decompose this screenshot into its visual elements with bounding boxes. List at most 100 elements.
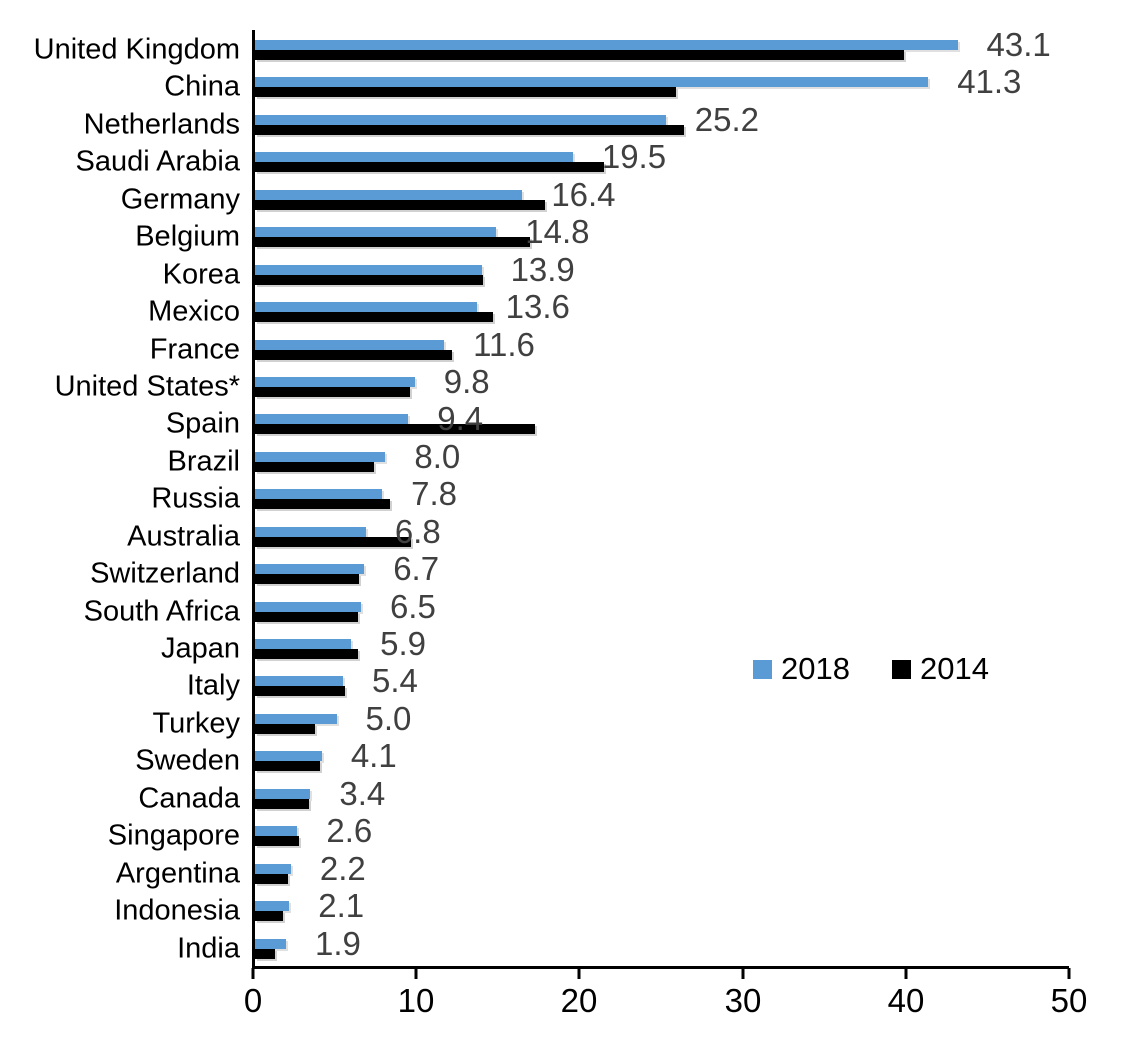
bar-2014 (255, 162, 604, 173)
category-label: Netherlands (83, 108, 240, 141)
category-label: South Africa (83, 595, 240, 628)
x-axis-tick (904, 968, 908, 979)
chart-row: Italy 5.4 (0, 662, 1123, 706)
bar-2014 (255, 499, 391, 510)
data-label: 9.8 (443, 362, 490, 400)
bar-2014 (255, 199, 546, 210)
bar-2018 (255, 77, 929, 88)
chart-row: Belgium 14.8 (0, 213, 1123, 257)
chart-row: Argentina 2.2 (0, 850, 1123, 894)
category-label: Mexico (148, 295, 240, 328)
bar-2018 (255, 189, 523, 200)
bar-2014 (255, 424, 536, 435)
category-label: India (177, 932, 240, 965)
data-label: 5.0 (365, 699, 412, 737)
bar-2018 (255, 114, 666, 125)
category-label: United Kingdom (33, 33, 240, 66)
chart-row: Netherlands 25.2 (0, 101, 1123, 145)
x-axis-tick-label: 10 (397, 982, 435, 1019)
data-label: 8.0 (414, 437, 461, 475)
bar-2018 (255, 601, 361, 612)
chart-row: Japan 5.9 (0, 625, 1123, 669)
chart-rows: United Kingdom 43.1 China 41.3 Netherlands 25… (0, 26, 1123, 969)
data-label: 43.1 (986, 26, 1051, 63)
bar-2014 (255, 948, 275, 959)
x-axis-tick (741, 968, 745, 979)
category-label: Saudi Arabia (75, 145, 240, 178)
bar-2018 (255, 639, 352, 650)
legend-swatch-2018-icon (753, 659, 772, 679)
data-label: 19.5 (601, 138, 667, 176)
chart-row: Saudi Arabia 19.5 (0, 138, 1123, 182)
bar-2018 (255, 751, 322, 762)
bar-2014 (255, 461, 374, 472)
bar-2018 (255, 264, 482, 275)
bar-2018 (255, 227, 497, 238)
category-label: Turkey (152, 707, 240, 740)
bar-2018 (255, 526, 366, 537)
x-axis-tick (251, 968, 255, 979)
bar-2018 (255, 788, 311, 799)
category-label: Korea (162, 258, 240, 291)
data-label: 4.1 (350, 737, 397, 775)
bar-2018 (255, 489, 383, 500)
legend-item-2014: 2014 (891, 651, 989, 687)
x-axis-tick-label: 30 (724, 982, 762, 1019)
category-label: Italy (186, 669, 240, 702)
bar-2018 (255, 676, 344, 687)
category-label: Japan (160, 632, 240, 665)
bar-2018 (255, 40, 958, 50)
chart-row: Australia 6.8 (0, 513, 1123, 557)
bar-2014 (255, 237, 531, 248)
data-label: 3.4 (339, 774, 386, 812)
chart-row: Spain 9.4 (0, 400, 1123, 444)
bar-2014 (255, 686, 345, 697)
chart-row: Switzerland 6.7 (0, 550, 1123, 594)
category-label: France (149, 333, 240, 366)
data-label: 2.2 (319, 849, 366, 887)
category-label: Brazil (167, 445, 240, 478)
data-label: 5.9 (380, 625, 427, 663)
x-axis-tick-label: 40 (887, 982, 925, 1019)
plot-area (252, 30, 1069, 969)
bar-2014 (255, 836, 299, 847)
chart-row: South Africa 6.5 (0, 588, 1123, 632)
data-label: 2.6 (326, 812, 373, 850)
category-label: Sweden (135, 744, 240, 777)
category-label: Singapore (107, 819, 240, 852)
data-label: 6.5 (389, 587, 436, 625)
bar-2014 (255, 873, 288, 884)
bar-2014 (255, 649, 358, 660)
bar-2014 (255, 50, 904, 60)
data-label: 25.2 (694, 100, 759, 138)
chart-row: Brazil 8.0 (0, 438, 1123, 482)
x-axis-tick (414, 968, 418, 979)
chart-row: France 11.6 (0, 326, 1123, 370)
category-label: Argentina (115, 857, 240, 890)
category-label: Canada (138, 782, 240, 815)
bar-2018 (255, 152, 573, 163)
bar-2014 (255, 723, 316, 734)
category-label: Russia (151, 482, 240, 515)
bar-2014 (255, 312, 493, 323)
bar-2014 (255, 386, 410, 397)
category-label: Indonesia (114, 894, 240, 927)
bar-2018 (255, 376, 415, 387)
bar-2014 (255, 761, 321, 772)
chart-row: Singapore 2.6 (0, 812, 1123, 856)
chart-row: Canada 3.4 (0, 775, 1123, 819)
category-label: Spain (165, 407, 240, 440)
data-label: 13.6 (505, 288, 570, 326)
bar-2018 (255, 451, 386, 462)
x-axis-tick-label: 0 (243, 982, 263, 1019)
x-axis-tick-label: 20 (560, 982, 598, 1019)
data-label: 13.9 (510, 250, 575, 288)
data-label: 7.8 (411, 475, 457, 513)
bar-2018 (255, 414, 409, 425)
bar-2014 (255, 274, 484, 285)
chart-row: India 1.9 (0, 925, 1123, 969)
category-label: Australia (127, 520, 240, 553)
chart-row: Korea 13.9 (0, 251, 1123, 295)
bar-2014 (255, 87, 676, 98)
